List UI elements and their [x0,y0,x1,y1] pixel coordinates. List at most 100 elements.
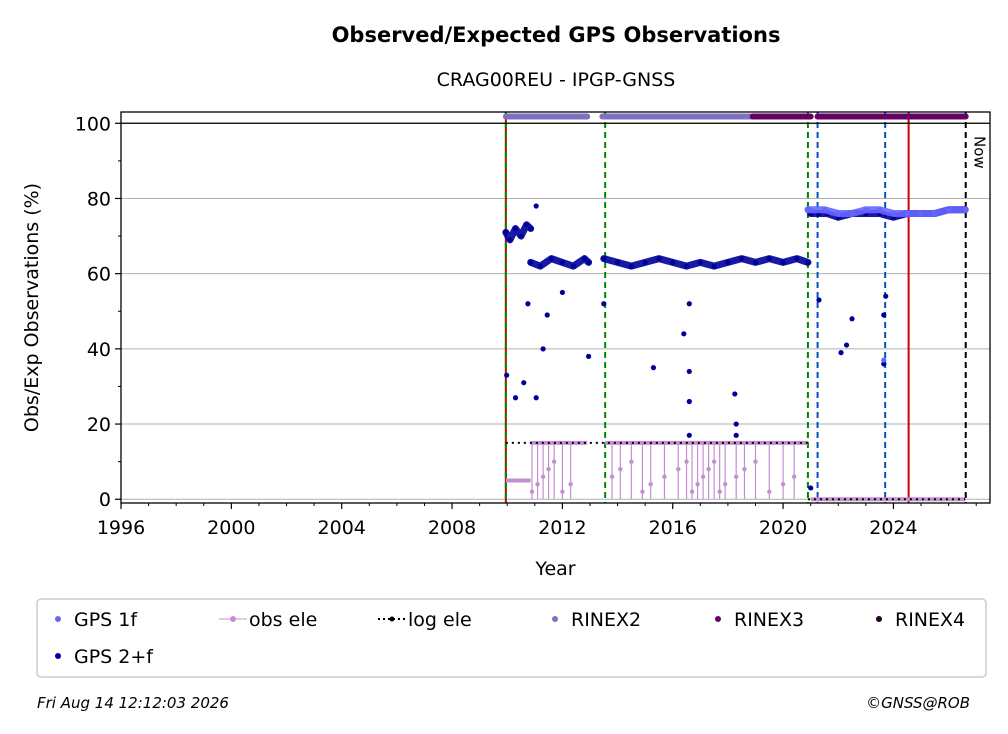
gps-2-f-point-1-0 [528,259,534,265]
gps-2-f-point-1-5 [581,256,588,262]
gps-2-f-outlier-5 [533,395,539,401]
obs-ele-drop-point-25 [767,489,772,494]
x-tick-label-2012: 2012 [538,517,586,539]
obs-ele-drop-point-4 [551,459,557,464]
gps-1f-point-0-4 [849,210,855,217]
x-tick-label-2008: 2008 [428,517,476,539]
gps-2-f-outlier-20 [808,485,814,491]
gps-2-f-outlier-13 [686,301,692,307]
footer-credit: ©GNSS@ROB [866,694,970,712]
x-tick-label-2000: 2000 [207,517,255,539]
legend-marker-rinex2 [552,616,558,622]
gps-2-f-point-0-1 [507,237,513,243]
gps-1f-point-0-7 [890,210,897,217]
obs-ele-drop-point-1 [535,482,540,487]
series-gps-2-f [502,203,969,491]
gps-2-f-point-1-6 [586,259,592,265]
obs-ele-drop-point-14 [684,459,689,464]
legend-label-gps-1f: GPS 1f [74,609,138,631]
series-gps-1f [804,206,969,363]
obs-ele-drop-point-19 [711,459,717,464]
gps-2-f-outlier-26 [881,312,887,318]
gps-2-f-outlier-10 [601,301,607,307]
obs-ele-drop-point-3 [546,466,551,472]
obs-ele-drop-point-12 [662,474,667,479]
gps-2-f-outlier-22 [838,350,844,356]
obs-ele-drop-point-18 [706,466,711,472]
gps-2-f-outlier-21 [816,297,822,303]
legend-label-log-ele: log ele [408,609,472,631]
gps-2-f-outlier-16 [686,432,692,438]
y-tick-label-20: 20 [87,414,111,436]
y-tick-label-0: 0 [99,489,111,511]
gps-2-f-point-2-15 [805,259,811,265]
gps-2-f-outlier-8 [559,289,565,296]
gps-1f-point-0-9 [918,210,924,217]
y-axis-label: Obs/Exp Observations (%) [21,183,43,432]
gps-2-f-point-2-13 [780,259,786,265]
gps-2-f-point-2-6 [683,263,690,269]
series-obs-ele [505,440,966,502]
legend-marker-rinex4 [876,616,882,622]
gps-2-f-outlier-18 [733,421,739,427]
obs-ele-drop-point-13 [676,466,681,472]
x-tick-label-2004: 2004 [318,517,366,539]
gps-2-f-outlier-24 [849,316,855,322]
gps-2-f-outlier-15 [686,398,692,405]
gps-2-f-point-0-0 [503,229,509,235]
gps-2-f-outlier-14 [686,368,692,375]
gps-2-f-outlier-12 [681,331,687,337]
gps-2-f-point-2-1 [614,259,621,265]
gps-2-f-outlier-25 [881,361,887,367]
obs-ele-drop-point-0 [529,489,535,494]
obs-ele-drop-point-10 [640,489,645,494]
gps-2-f-point-2-7 [697,259,703,265]
obs-ele-drop-point-15 [689,489,695,494]
obs-ele-drop-point-2 [540,474,546,479]
gps-2-f-outlier-9 [586,353,592,359]
gps-1f-point-0-11 [946,207,952,213]
obs-ele-drop-point-5 [560,489,565,494]
gps-2-f-point-2-14 [794,256,800,262]
legend-label-gps-2-f: GPS 2+f [74,646,154,668]
series-log-ele [505,441,966,501]
obs-ele-drop-point-7 [609,474,615,479]
gps-1f-point-0-8 [904,210,910,217]
gps-1f-outlier-0 [881,357,887,363]
gps-1f-point-0-6 [877,207,883,213]
gps-2-f-outlier-17 [732,391,738,397]
y-tick-label-40: 40 [87,339,111,361]
obs-ele-drop-point-11 [648,482,653,487]
obs-ele-drop-point-8 [618,466,623,472]
gps-2-f-point-0-4 [523,222,530,228]
footer-timestamp: Fri Aug 14 12:12:03 2026 [37,694,229,712]
obs-ele-drop-point-17 [700,474,706,479]
obs-ele-drop-point-21 [722,482,728,487]
gps-2-f-point-1-3 [559,259,565,265]
x-tick-label-1996: 1996 [97,517,145,539]
gps-2-f-outlier-27 [883,293,889,299]
y-tick-label-80: 80 [87,188,111,210]
gps-2-f-point-2-12 [766,256,772,262]
gps-2-f-outlier-19 [733,432,739,438]
gps-2-f-outlier-23 [843,342,850,348]
chart-title: Observed/Expected GPS Observations [332,23,781,47]
obs-ele-drop-point-9 [629,459,634,464]
legend-marker-rinex3 [715,616,721,622]
gps-2-f-point-2-2 [628,263,634,269]
obs-ele-drop-point-24 [753,459,758,464]
gps-2-f-point-1-2 [548,256,554,262]
obs-ele-drop-point-20 [717,489,722,494]
plot-frame [120,111,991,504]
gps-1f-point-0-12 [962,207,968,213]
obs-ele-drop-point-16 [695,482,700,487]
legend-marker-gps-2-f [55,653,61,659]
gps-2-f-point-2-10 [739,256,745,262]
gps-2-f-point-0-2 [512,225,519,232]
gps-2-f-point-2-9 [725,259,731,265]
gps-2-f-point-2-8 [711,263,717,269]
x-axis-label: Year [534,558,575,580]
gps-2-f-point-2-11 [752,259,759,265]
gps-2-f-point-2-3 [642,259,648,265]
